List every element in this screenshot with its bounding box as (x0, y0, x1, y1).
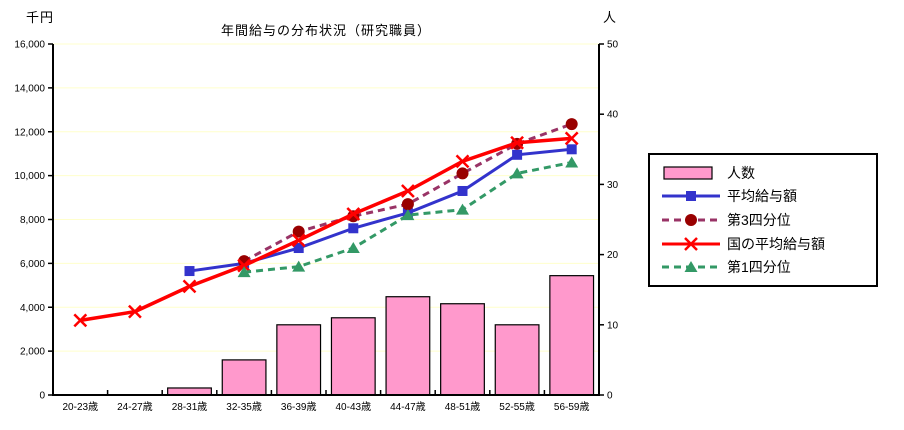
chart-title: 年間給与の分布状況（研究職員） (220, 23, 431, 38)
svg-text:14,000: 14,000 (14, 83, 45, 94)
legend-item-average-salary: 平均給与額 (662, 186, 872, 206)
legend-label: 人数 (727, 164, 755, 181)
legend-label: 第1四分位 (727, 259, 791, 276)
svg-text:20-23歳: 20-23歳 (63, 401, 99, 413)
legend-label: 国の平均給与額 (727, 235, 825, 252)
svg-text:28-31歳: 28-31歳 (172, 401, 208, 413)
svg-text:50: 50 (607, 40, 619, 51)
svg-text:2,000: 2,000 (20, 347, 45, 358)
svg-text:16,000: 16,000 (14, 40, 45, 51)
svg-text:32-35歳: 32-35歳 (226, 401, 262, 413)
svg-text:20: 20 (607, 250, 619, 261)
svg-text:44-47歳: 44-47歳 (390, 401, 426, 413)
legend-item-first-quartile: 第1四分位 (662, 257, 872, 277)
legend-item-third-quartile: 第3四分位 (662, 210, 872, 230)
svg-text:36-39歳: 36-39歳 (281, 401, 317, 413)
legend: 人数 平均給与額 第3四分位 国の平均給与額 第1四分位 (648, 153, 878, 287)
third-quartile-line-swatch (662, 213, 720, 226)
svg-text:56-59歳: 56-59歳 (554, 401, 590, 413)
svg-text:8,000: 8,000 (20, 215, 45, 226)
svg-text:6,000: 6,000 (20, 259, 45, 270)
legend-item-national-average-salary: 国の平均給与額 (662, 234, 872, 254)
legend-label: 平均給与額 (727, 188, 797, 205)
svg-text:40: 40 (607, 110, 619, 121)
left-axis-unit-label: 千円 (26, 10, 55, 25)
first-quartile-line-swatch (662, 261, 720, 273)
svg-text:4,000: 4,000 (20, 303, 45, 314)
svg-text:12,000: 12,000 (14, 127, 45, 138)
right-axis-unit-label: 人 (603, 10, 617, 25)
average-salary-line-swatch (662, 191, 720, 202)
svg-text:48-51歳: 48-51歳 (445, 401, 481, 413)
legend-item-people-count: 人数 (662, 163, 872, 183)
svg-text:10: 10 (607, 320, 619, 331)
legend-label: 第3四分位 (727, 211, 791, 228)
bar-swatch (663, 166, 713, 180)
svg-text:24-27歳: 24-27歳 (117, 401, 153, 413)
svg-text:10,000: 10,000 (14, 171, 45, 182)
svg-text:0: 0 (39, 391, 45, 402)
svg-text:0: 0 (607, 391, 613, 402)
national-average-line-swatch (662, 236, 720, 251)
svg-text:52-55歳: 52-55歳 (499, 401, 535, 413)
svg-text:40-43歳: 40-43歳 (336, 401, 372, 413)
svg-text:30: 30 (607, 180, 619, 191)
